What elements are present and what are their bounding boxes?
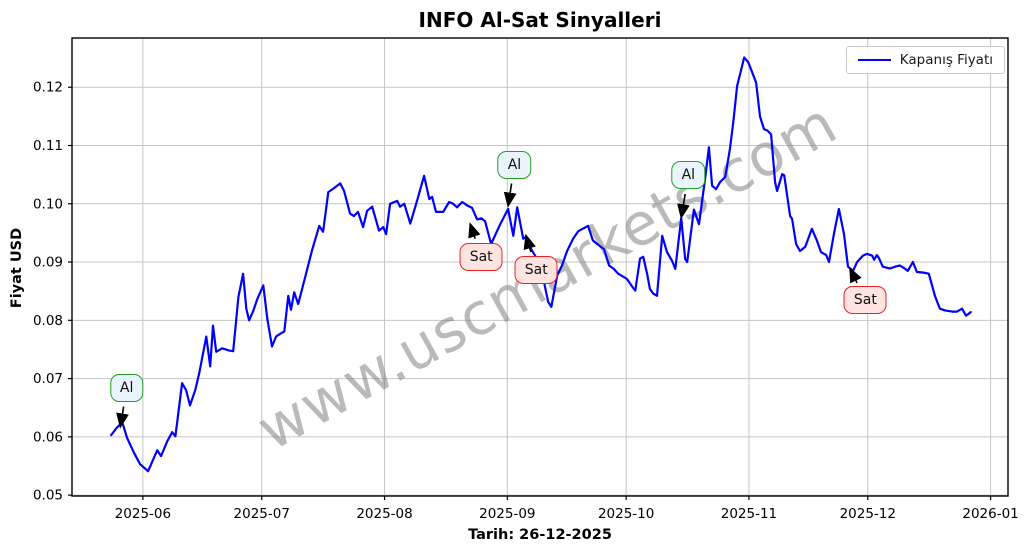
buy-signal-arrow (677, 193, 690, 220)
sell-signal-annotation: Sat (514, 256, 558, 285)
legend-line-swatch (857, 59, 891, 61)
buy-signal-annotation: Al (109, 373, 144, 402)
x-tick-label: 2025-09 (479, 506, 535, 522)
y-tick-label: 0.07 (33, 371, 63, 387)
chart-title: INFO Al-Sat Sinyalleri (418, 8, 662, 32)
legend-series-label: Kapanış Fiyatı (899, 52, 993, 68)
legend: Kapanış Fiyatı (845, 46, 1005, 74)
x-tick-label: 2025-10 (598, 506, 654, 522)
sell-signal-arrow (523, 233, 536, 253)
y-tick-label: 0.08 (33, 313, 63, 329)
x-axis-caption: Tarih: 26-12-2025 (468, 527, 612, 543)
signal-arrows (116, 183, 862, 429)
x-tick-label: 2025-08 (356, 506, 412, 522)
x-tick-label: 2025-12 (840, 506, 896, 522)
y-tick-label: 0.12 (33, 80, 63, 96)
price-line (110, 56, 972, 473)
x-tick-label: 2025-06 (115, 506, 171, 522)
buy-signal-annotation: Al (497, 150, 532, 179)
sell-signal-arrow (468, 222, 481, 240)
sell-signal-annotation: Sat (459, 242, 503, 271)
y-tick-label: 0.11 (33, 138, 63, 154)
y-tick-label: 0.05 (33, 488, 63, 504)
buy-signal-arrow (503, 183, 517, 208)
x-tick-label: 2025-11 (721, 506, 777, 522)
y-tick-label: 0.10 (33, 196, 63, 212)
y-tick-label: 0.06 (33, 429, 63, 445)
plot-border (71, 37, 1009, 497)
sell-signal-annotation: Sat (843, 285, 887, 314)
x-tick-label: 2026-01 (962, 506, 1018, 522)
buy-signal-arrow (116, 406, 129, 429)
axis-ticks: 0.05 0.06 0.07 0.08 0.09 0.10 0.11 0.12 2025-06 2… (33, 80, 1019, 522)
buy-signal-annotation: Al (671, 161, 706, 190)
sell-signal-arrow (849, 267, 862, 284)
x-tick-label: 2025-07 (234, 506, 290, 522)
y-tick-label: 0.09 (33, 255, 63, 271)
grid-lines (72, 38, 1008, 496)
